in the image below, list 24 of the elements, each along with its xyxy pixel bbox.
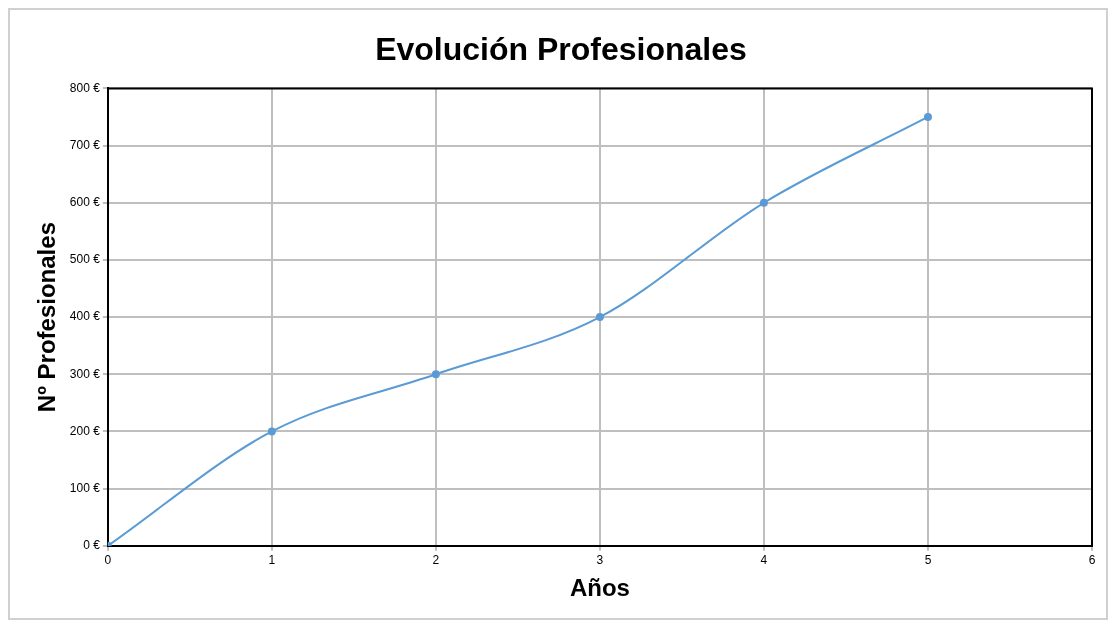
y-tick-label: 200 € [69, 423, 101, 438]
y-axis-title: Nº Profesionales [33, 222, 61, 413]
x-axis-title: Años [569, 574, 630, 602]
point [595, 313, 604, 322]
y-tick-label: 500 € [69, 252, 101, 267]
x-tick-label: 3 [596, 553, 604, 568]
point [267, 427, 276, 436]
y-tick-label: 800 € [69, 80, 101, 95]
x-tick-label: 1 [268, 553, 276, 568]
y-tick-label: 700 € [69, 137, 101, 152]
y-tick-label: 0 € [83, 538, 101, 553]
y-tick-label: 400 € [69, 309, 101, 324]
x-tick-label: 0 [104, 553, 112, 568]
y-tick-label: 600 € [69, 195, 101, 210]
point [759, 198, 768, 207]
x-tick-label: 6 [1088, 553, 1096, 568]
x-tick-label: 4 [760, 553, 768, 568]
x-tick-label: 2 [432, 553, 440, 568]
point [431, 370, 440, 379]
y-tick-label: 100 € [69, 480, 101, 495]
y-tick-label: 300 € [69, 366, 101, 381]
point [923, 112, 932, 121]
x-tick-label: 5 [924, 553, 932, 568]
chart-title: Evolución Profesionales [375, 31, 747, 68]
